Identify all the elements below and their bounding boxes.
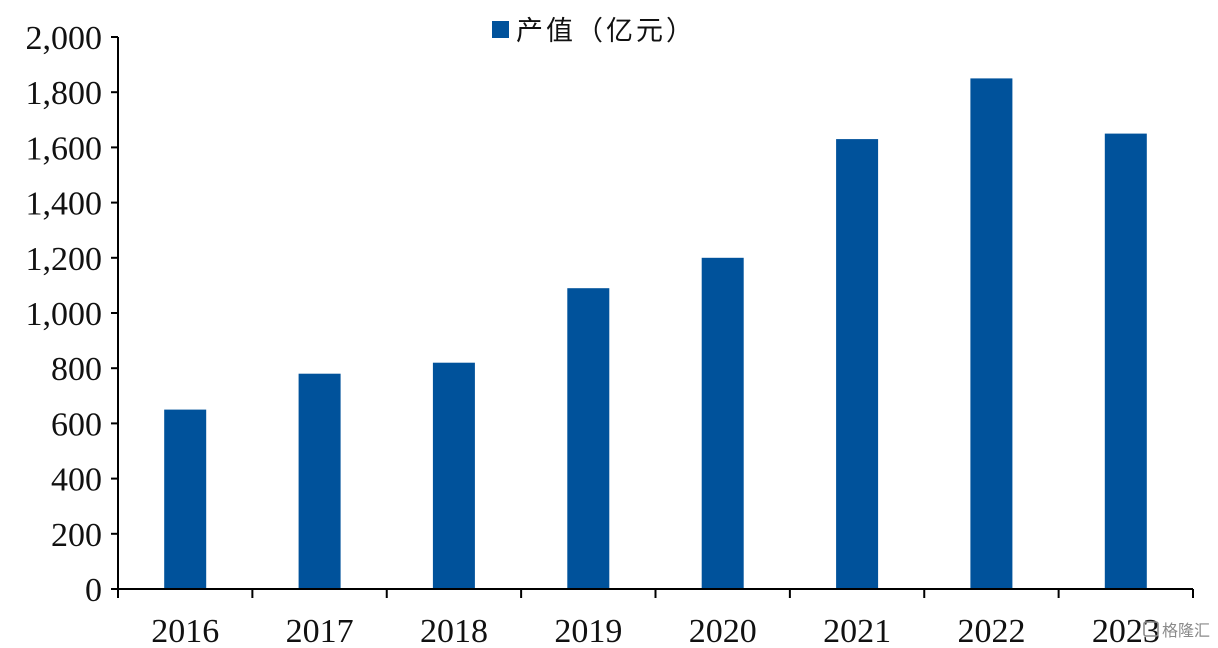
bar-2023 [1104,133,1147,589]
y-tick-label: 2,000 [26,20,103,57]
x-tick-label: 2020 [689,613,757,648]
y-tick-label: 1,400 [26,186,103,223]
y-tick-label: 800 [51,351,102,388]
watermark-logo-icon [1143,621,1159,637]
x-tick-label: 2023 [1092,613,1160,648]
legend: 产值（亿元） [492,16,696,47]
legend-swatch [492,21,509,38]
y-tick-label: 600 [51,406,102,443]
y-tick-label: 200 [51,517,102,554]
y-tick-label: 1,200 [26,241,103,278]
axes-layer: 0 200 400 600 800 1,000 1,200 1,400 1,600 1,800 2,… [26,20,1194,648]
y-tick-label: 1,600 [26,130,103,167]
x-tick-label: 2018 [420,613,488,648]
x-tick-label: 2021 [823,613,891,648]
watermark: 格隆汇 [1143,621,1210,640]
y-tick-label: 400 [51,462,102,499]
x-tick-label: 2019 [554,613,622,648]
bar-2016 [164,409,207,589]
y-tick-label: 0 [85,572,102,609]
x-tick-label: 2016 [151,613,219,648]
legend-label: 产值（亿元） [516,16,696,47]
x-tick-label: 2017 [286,613,354,648]
bar-2022 [970,78,1013,590]
y-tick-label: 1,800 [26,75,103,112]
watermark-text: 格隆汇 [1162,621,1210,640]
y-tick-label: 1,000 [26,296,103,333]
bar-2020 [701,257,744,589]
bar-2017 [298,373,341,589]
x-tick-label: 2022 [957,613,1025,648]
bar-2018 [432,362,475,589]
bar-2019 [567,288,610,589]
bar-2021 [836,139,879,589]
bars-layer [164,78,1147,590]
